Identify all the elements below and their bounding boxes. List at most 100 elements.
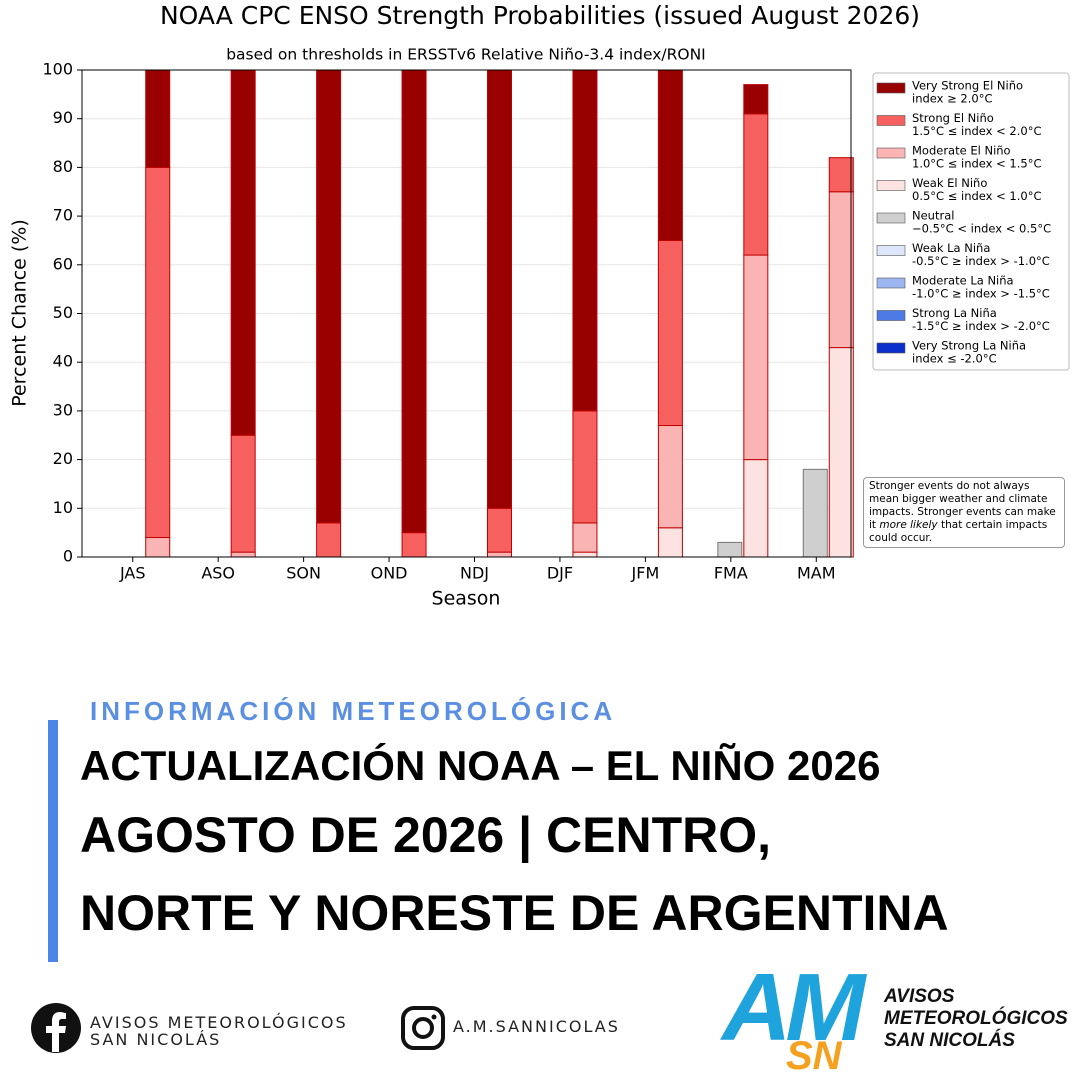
bar-segment xyxy=(230,551,256,558)
annotation-text: that certain impacts could occur. xyxy=(869,519,1048,544)
bar-segment xyxy=(743,113,769,256)
bar-segment xyxy=(828,191,854,349)
legend-range: -0.5°C ≥ index > -1.0°C xyxy=(912,254,1050,268)
x-tick-label: SON xyxy=(286,564,321,583)
facebook-icon[interactable] xyxy=(30,1002,82,1054)
x-tick-label: ASO xyxy=(201,564,235,583)
accent-bar xyxy=(48,720,58,962)
y-tick-label: 90 xyxy=(53,108,73,127)
x-axis-label: Season xyxy=(432,588,501,610)
legend-range: -1.0°C ≥ index > -1.5°C xyxy=(912,287,1050,301)
bar-segment xyxy=(572,69,598,412)
y-axis-label: Percent Chance (%) xyxy=(9,219,31,407)
logo-line: AVISOS xyxy=(884,986,955,1007)
legend-swatch xyxy=(876,342,906,354)
y-tick-label: 10 xyxy=(53,498,73,517)
y-tick-label: 50 xyxy=(53,303,73,322)
bar-segment xyxy=(401,69,427,534)
bar-segment xyxy=(657,239,683,427)
legend-range: −0.5°C < index < 0.5°C xyxy=(912,222,1051,236)
x-tick-label: MAM xyxy=(797,564,836,583)
legend-swatch xyxy=(876,277,906,289)
y-tick-label: 20 xyxy=(53,449,73,468)
bar-segment xyxy=(717,541,743,558)
instagram-handle[interactable]: A.M.SANNICOLAS xyxy=(453,1017,620,1036)
x-tick-label: OND xyxy=(371,564,408,583)
legend-range: 0.5°C ≤ index < 1.0°C xyxy=(912,189,1042,203)
legend-label: Weak El Niño xyxy=(912,176,987,190)
legend-range: 1.5°C ≤ index < 2.0°C xyxy=(912,124,1042,138)
bar-segment xyxy=(316,69,342,524)
chart-subtitle: based on thresholds in ERSSTv6 Relative … xyxy=(226,46,706,64)
bar-segment xyxy=(316,522,342,558)
x-tick-label: JFM xyxy=(631,564,660,583)
legend-swatch xyxy=(876,147,906,159)
logo-line: METEOROLÓGICOS xyxy=(884,1008,1068,1029)
bar-segment xyxy=(145,166,171,539)
bar-segment xyxy=(401,532,427,558)
bar-segment xyxy=(657,69,683,241)
x-tick-label: NDJ xyxy=(460,564,489,583)
x-tick-label: DJF xyxy=(547,564,573,583)
bar-segment xyxy=(657,527,683,558)
bar-segment xyxy=(230,69,256,436)
logo-mark: AM xyxy=(722,954,865,1061)
headline: NORTE Y NORESTE DE ARGENTINA xyxy=(80,885,949,941)
legend-range: -1.5°C ≥ index > -2.0°C xyxy=(912,319,1050,333)
annotation-text: Stronger events do not always mean bigge… xyxy=(869,480,1056,531)
plot-frame xyxy=(81,69,852,558)
x-tick-label: JAS xyxy=(119,564,146,583)
headline: AGOSTO DE 2026 | CENTRO, xyxy=(80,807,772,863)
facebook-handle[interactable]: AVISOS METEOROLÓGICOS SAN NICOLÁS xyxy=(90,1014,348,1048)
bar-segment xyxy=(572,551,598,558)
bar-segment xyxy=(145,537,171,558)
bar-segment xyxy=(487,69,512,509)
annotation: Stronger events do not always mean bigge… xyxy=(863,477,1065,548)
legend-label: Weak La Niña xyxy=(912,241,990,255)
legend-swatch xyxy=(876,82,906,94)
legend-label: Moderate La Niña xyxy=(912,274,1014,288)
legend-swatch xyxy=(876,245,906,256)
bar-segment xyxy=(828,157,854,193)
logo-line: SAN NICOLÁS xyxy=(884,1030,1015,1051)
logo-sub: SN xyxy=(786,1034,842,1078)
legend-range: 1.0°C ≤ index < 1.5°C xyxy=(912,157,1042,171)
bar-segment xyxy=(487,551,512,558)
bar-segment xyxy=(743,84,769,115)
legend-label: Very Strong La Niña xyxy=(912,339,1026,353)
legend-label: Neutral xyxy=(912,209,954,223)
facebook-text: SAN NICOLÁS xyxy=(90,1030,222,1049)
logo-text: AVISOS METEOROLÓGICOS SAN NICOLÁS xyxy=(884,986,1068,1052)
bar-segment xyxy=(572,410,598,524)
bar-segment xyxy=(743,254,769,461)
bar-segment xyxy=(572,522,598,553)
headline: ACTUALIZACIÓN NOAA – EL NIÑO 2026 xyxy=(80,742,881,789)
legend-label: Very Strong El Niño xyxy=(912,79,1023,93)
instagram-icon[interactable] xyxy=(400,1005,446,1051)
y-tick-label: 80 xyxy=(53,157,73,176)
annotation-text: more likely xyxy=(879,519,938,531)
legend-box xyxy=(872,72,1070,371)
y-tick-label: 60 xyxy=(53,254,73,273)
bar-segment xyxy=(802,468,828,558)
y-tick-label: 70 xyxy=(53,206,73,225)
x-tick-label: FMA xyxy=(714,564,748,583)
bar-segment xyxy=(828,347,854,558)
legend-label: Strong El Niño xyxy=(912,111,994,125)
legend-swatch xyxy=(876,115,906,126)
legend-range: index ≤ -2.0°C xyxy=(912,352,997,366)
y-tick-label: 30 xyxy=(53,400,73,419)
bar-segment xyxy=(230,434,256,553)
y-tick-label: 40 xyxy=(53,352,73,371)
legend-label: Strong La Niña xyxy=(912,306,997,320)
bar-segment xyxy=(487,507,512,553)
legend-swatch xyxy=(876,180,906,191)
bar-segment xyxy=(145,69,171,168)
legend-label: Moderate El Niño xyxy=(912,144,1011,158)
y-tick-label: 100 xyxy=(42,60,73,79)
chart-title: NOAA CPC ENSO Strength Probabilities (is… xyxy=(160,1,920,30)
legend-swatch xyxy=(876,310,906,321)
legend-swatch xyxy=(876,212,906,224)
bar-segment xyxy=(743,459,769,558)
